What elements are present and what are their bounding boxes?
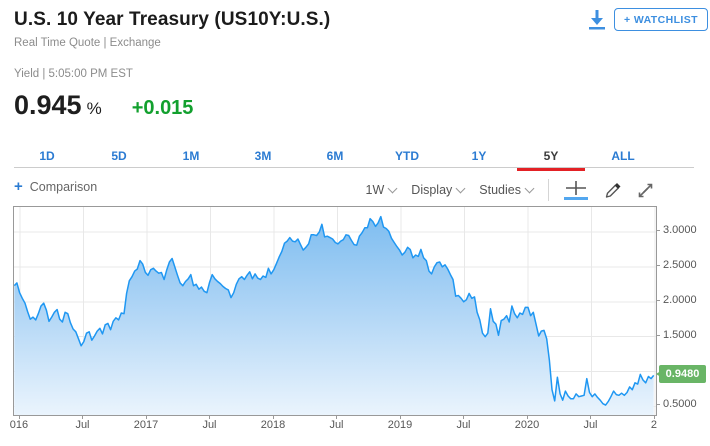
x-axis-label: Jul — [329, 419, 344, 431]
y-axis-label: 0.5000 — [656, 398, 697, 411]
comparison-button[interactable]: + Comparison — [14, 178, 98, 195]
y-axis-label: 3.0000 — [656, 223, 697, 236]
studies-dropdown[interactable]: Studies — [479, 183, 535, 197]
x-axis-label: 2019 — [387, 419, 413, 431]
tab-ytd[interactable]: YTD — [395, 149, 419, 163]
tab-1d[interactable]: 1D — [39, 149, 55, 163]
quote-value: 0.945 — [14, 90, 82, 120]
quote-timestamp: Yield | 5:05:00 PM EST — [14, 68, 133, 80]
interval-label: 1W — [365, 183, 385, 197]
interval-dropdown[interactable]: 1W — [365, 183, 398, 197]
x-axis-label: 016 — [9, 419, 29, 431]
price-chart[interactable] — [13, 206, 657, 416]
x-axis-label: Jul — [456, 419, 471, 431]
tab-all[interactable]: ALL — [611, 149, 635, 163]
x-axis-label: 2020 — [514, 419, 540, 431]
draw-tool-icon[interactable] — [603, 181, 622, 200]
tab-5d[interactable]: 5D — [111, 149, 127, 163]
tabs-divider — [14, 167, 694, 168]
display-dropdown[interactable]: Display — [411, 183, 466, 197]
x-axis-tick — [145, 415, 147, 419]
x-axis-label: Jul — [202, 419, 217, 431]
active-tool-indicator — [564, 196, 588, 200]
studies-label: Studies — [479, 183, 521, 197]
quote-unit: % — [86, 99, 102, 118]
page-title: U.S. 10 Year Treasury (US10Y:U.S.) — [14, 9, 331, 30]
add-watchlist-button[interactable]: + WATCHLIST — [614, 8, 708, 31]
chart-tools: 1W Display Studies — [366, 176, 654, 204]
x-axis-tick — [209, 415, 211, 419]
crosshair-tool-icon[interactable] — [564, 180, 588, 200]
tab-1y[interactable]: 1Y — [471, 149, 487, 163]
chevron-down-icon — [387, 183, 398, 194]
y-axis-label: 2.5000 — [656, 258, 697, 271]
x-axis-tick — [272, 415, 274, 419]
download-icon[interactable] — [586, 8, 608, 30]
price-line — [14, 215, 655, 406]
area-fill — [14, 216, 654, 415]
x-axis-label: Jul — [583, 419, 598, 431]
x-axis-tick — [653, 415, 655, 419]
x-axis-label: Jul — [75, 419, 90, 431]
x-axis-label: 2017 — [133, 419, 159, 431]
x-axis-tick — [463, 415, 465, 419]
tab-3m[interactable]: 3M — [254, 149, 272, 163]
x-axis-label: 2 — [650, 419, 658, 431]
x-axis-tick — [526, 415, 528, 419]
x-axis-tick — [82, 415, 84, 419]
y-axis-label: 1.5000 — [656, 328, 697, 341]
y-axis-label: 2.0000 — [656, 293, 697, 306]
chevron-down-icon — [455, 183, 466, 194]
expand-chart-icon[interactable] — [637, 182, 654, 199]
plus-icon: + — [14, 178, 23, 195]
comparison-label: Comparison — [29, 180, 98, 194]
chevron-down-icon — [524, 183, 535, 194]
tab-6m[interactable]: 6M — [326, 149, 344, 163]
display-label: Display — [411, 183, 453, 197]
quote-price-row: 0.945 % +0.015 — [14, 90, 193, 121]
last-price-badge: 0.9480 — [656, 365, 706, 384]
x-axis-tick — [336, 415, 338, 419]
x-axis-tick — [18, 415, 20, 419]
x-axis-tick — [590, 415, 592, 419]
last-price-label: 0.9480 — [665, 368, 700, 381]
tab-1m[interactable]: 1M — [182, 149, 200, 163]
toolbar-divider — [548, 179, 549, 201]
quote-change: +0.015 — [131, 97, 194, 119]
x-axis-label: 2018 — [260, 419, 286, 431]
tab-5y[interactable]: 5Y — [515, 146, 587, 171]
quote-source: Real Time Quote | Exchange — [14, 37, 161, 49]
x-axis-tick — [399, 415, 401, 419]
chart-canvas — [14, 207, 656, 415]
range-tabs: 1D 5D 1M 3M 6M YTD 1Y 5Y ALL — [11, 146, 659, 171]
